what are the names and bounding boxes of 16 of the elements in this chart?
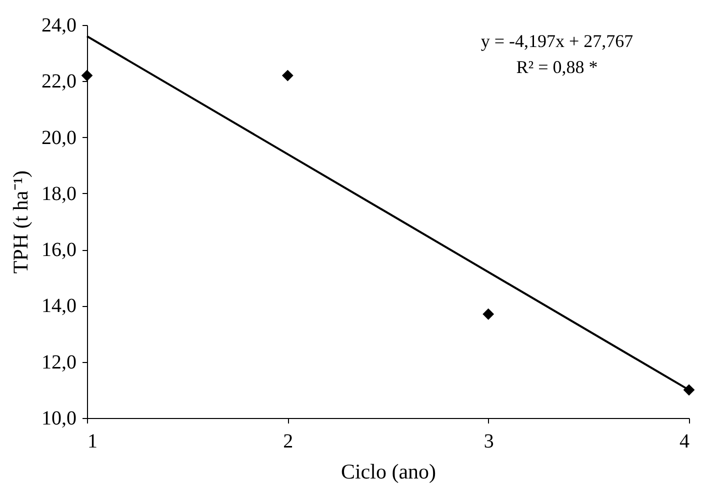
x-axis-title: Ciclo (ano) [340,460,436,484]
x-tick-label: 4 [680,430,690,452]
annotation: y = -4,197x + 27,767 [480,31,634,51]
y-tick-label: 16,0 [42,239,76,262]
y-tick-label: 10,0 [42,408,76,430]
y-tick-label: 22,0 [42,70,76,93]
y-tick-label: 18,0 [42,182,76,205]
x-tick-label: 3 [484,430,494,452]
y-tick-label: 14,0 [42,295,76,318]
x-tick-label: 2 [283,430,294,452]
y-tick-label: 20,0 [42,126,76,149]
annotation: R² = 0,88 * [516,57,598,77]
y-tick-label: 12,0 [42,351,76,374]
y-tick-label: 24,0 [42,14,76,36]
x-tick-label: 1 [88,430,98,452]
y-axis-title: TPH (t ha⁻¹) [8,170,32,274]
